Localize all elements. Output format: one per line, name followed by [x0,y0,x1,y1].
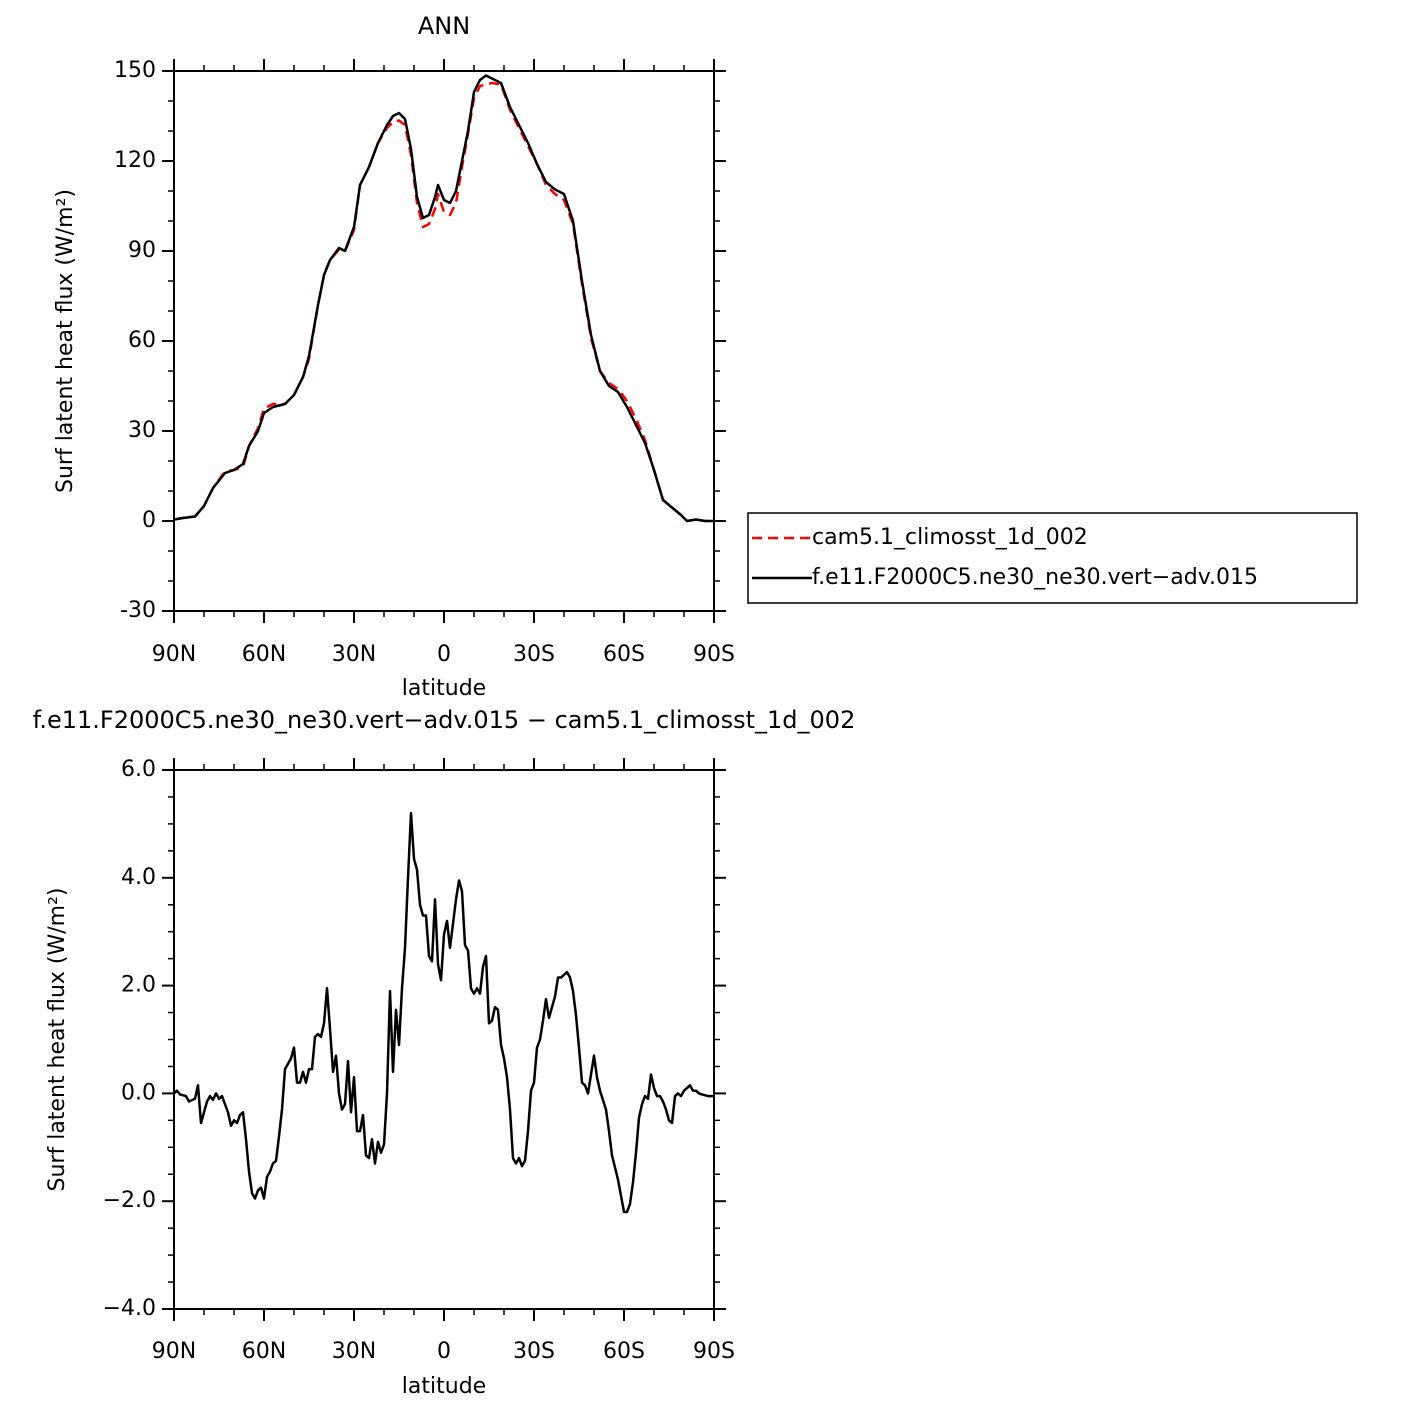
x-axis-label: latitude [402,1374,486,1399]
chart-title: f.e11.F2000C5.ne30_ne30.vert−adv.015 − c… [33,706,856,734]
x-tick-label: 30S [513,642,555,667]
y-axis-label: Surf latent heat flux (W/m²) [45,888,70,1192]
legend-box [747,512,1358,604]
x-tick-label: 90S [693,642,735,667]
data-line [173,811,714,1214]
y-tick-label: 90 [128,238,156,263]
x-tick-label: 60N [242,642,286,667]
x-tick-label: 30N [332,642,376,667]
legend-label: f.e11.F2000C5.ne30_ne30.vert−adv.015 [812,565,1258,590]
x-tick-label: 90N [152,1339,196,1364]
x-tick-label: 60S [603,1339,645,1364]
x-tick-label: 30N [332,1339,376,1364]
legend-label: cam5.1_climosst_1d_002 [812,525,1088,550]
y-tick-label: 30 [128,418,156,443]
chart-title: ANN [418,12,470,40]
y-tick-label: 0 [142,508,156,533]
y-tick-label: 4.0 [121,865,156,890]
x-tick-label: 30S [513,1339,555,1364]
x-tick-label: 90S [693,1339,735,1364]
plot-frame [173,769,715,1310]
plot-frame [173,70,715,612]
y-tick-label: -30 [120,598,156,623]
x-tick-label: 0 [437,642,451,667]
x-tick-label: 60N [242,1339,286,1364]
data-line [173,81,714,523]
x-axis-label: latitude [402,676,486,701]
y-tick-label: 150 [114,58,156,83]
y-tick-label: 60 [128,328,156,353]
y-tick-label: 6.0 [121,757,156,782]
data-line [173,74,714,523]
y-tick-label: 120 [114,148,156,173]
x-tick-label: 90N [152,642,196,667]
y-tick-label: 0.0 [121,1080,156,1105]
y-tick-label: −2.0 [103,1188,156,1213]
y-tick-label: 2.0 [121,973,156,998]
y-axis-label: Surf latent heat flux (W/m²) [53,189,78,493]
x-tick-label: 60S [603,642,645,667]
x-tick-label: 0 [437,1339,451,1364]
y-tick-label: −4.0 [103,1296,156,1321]
